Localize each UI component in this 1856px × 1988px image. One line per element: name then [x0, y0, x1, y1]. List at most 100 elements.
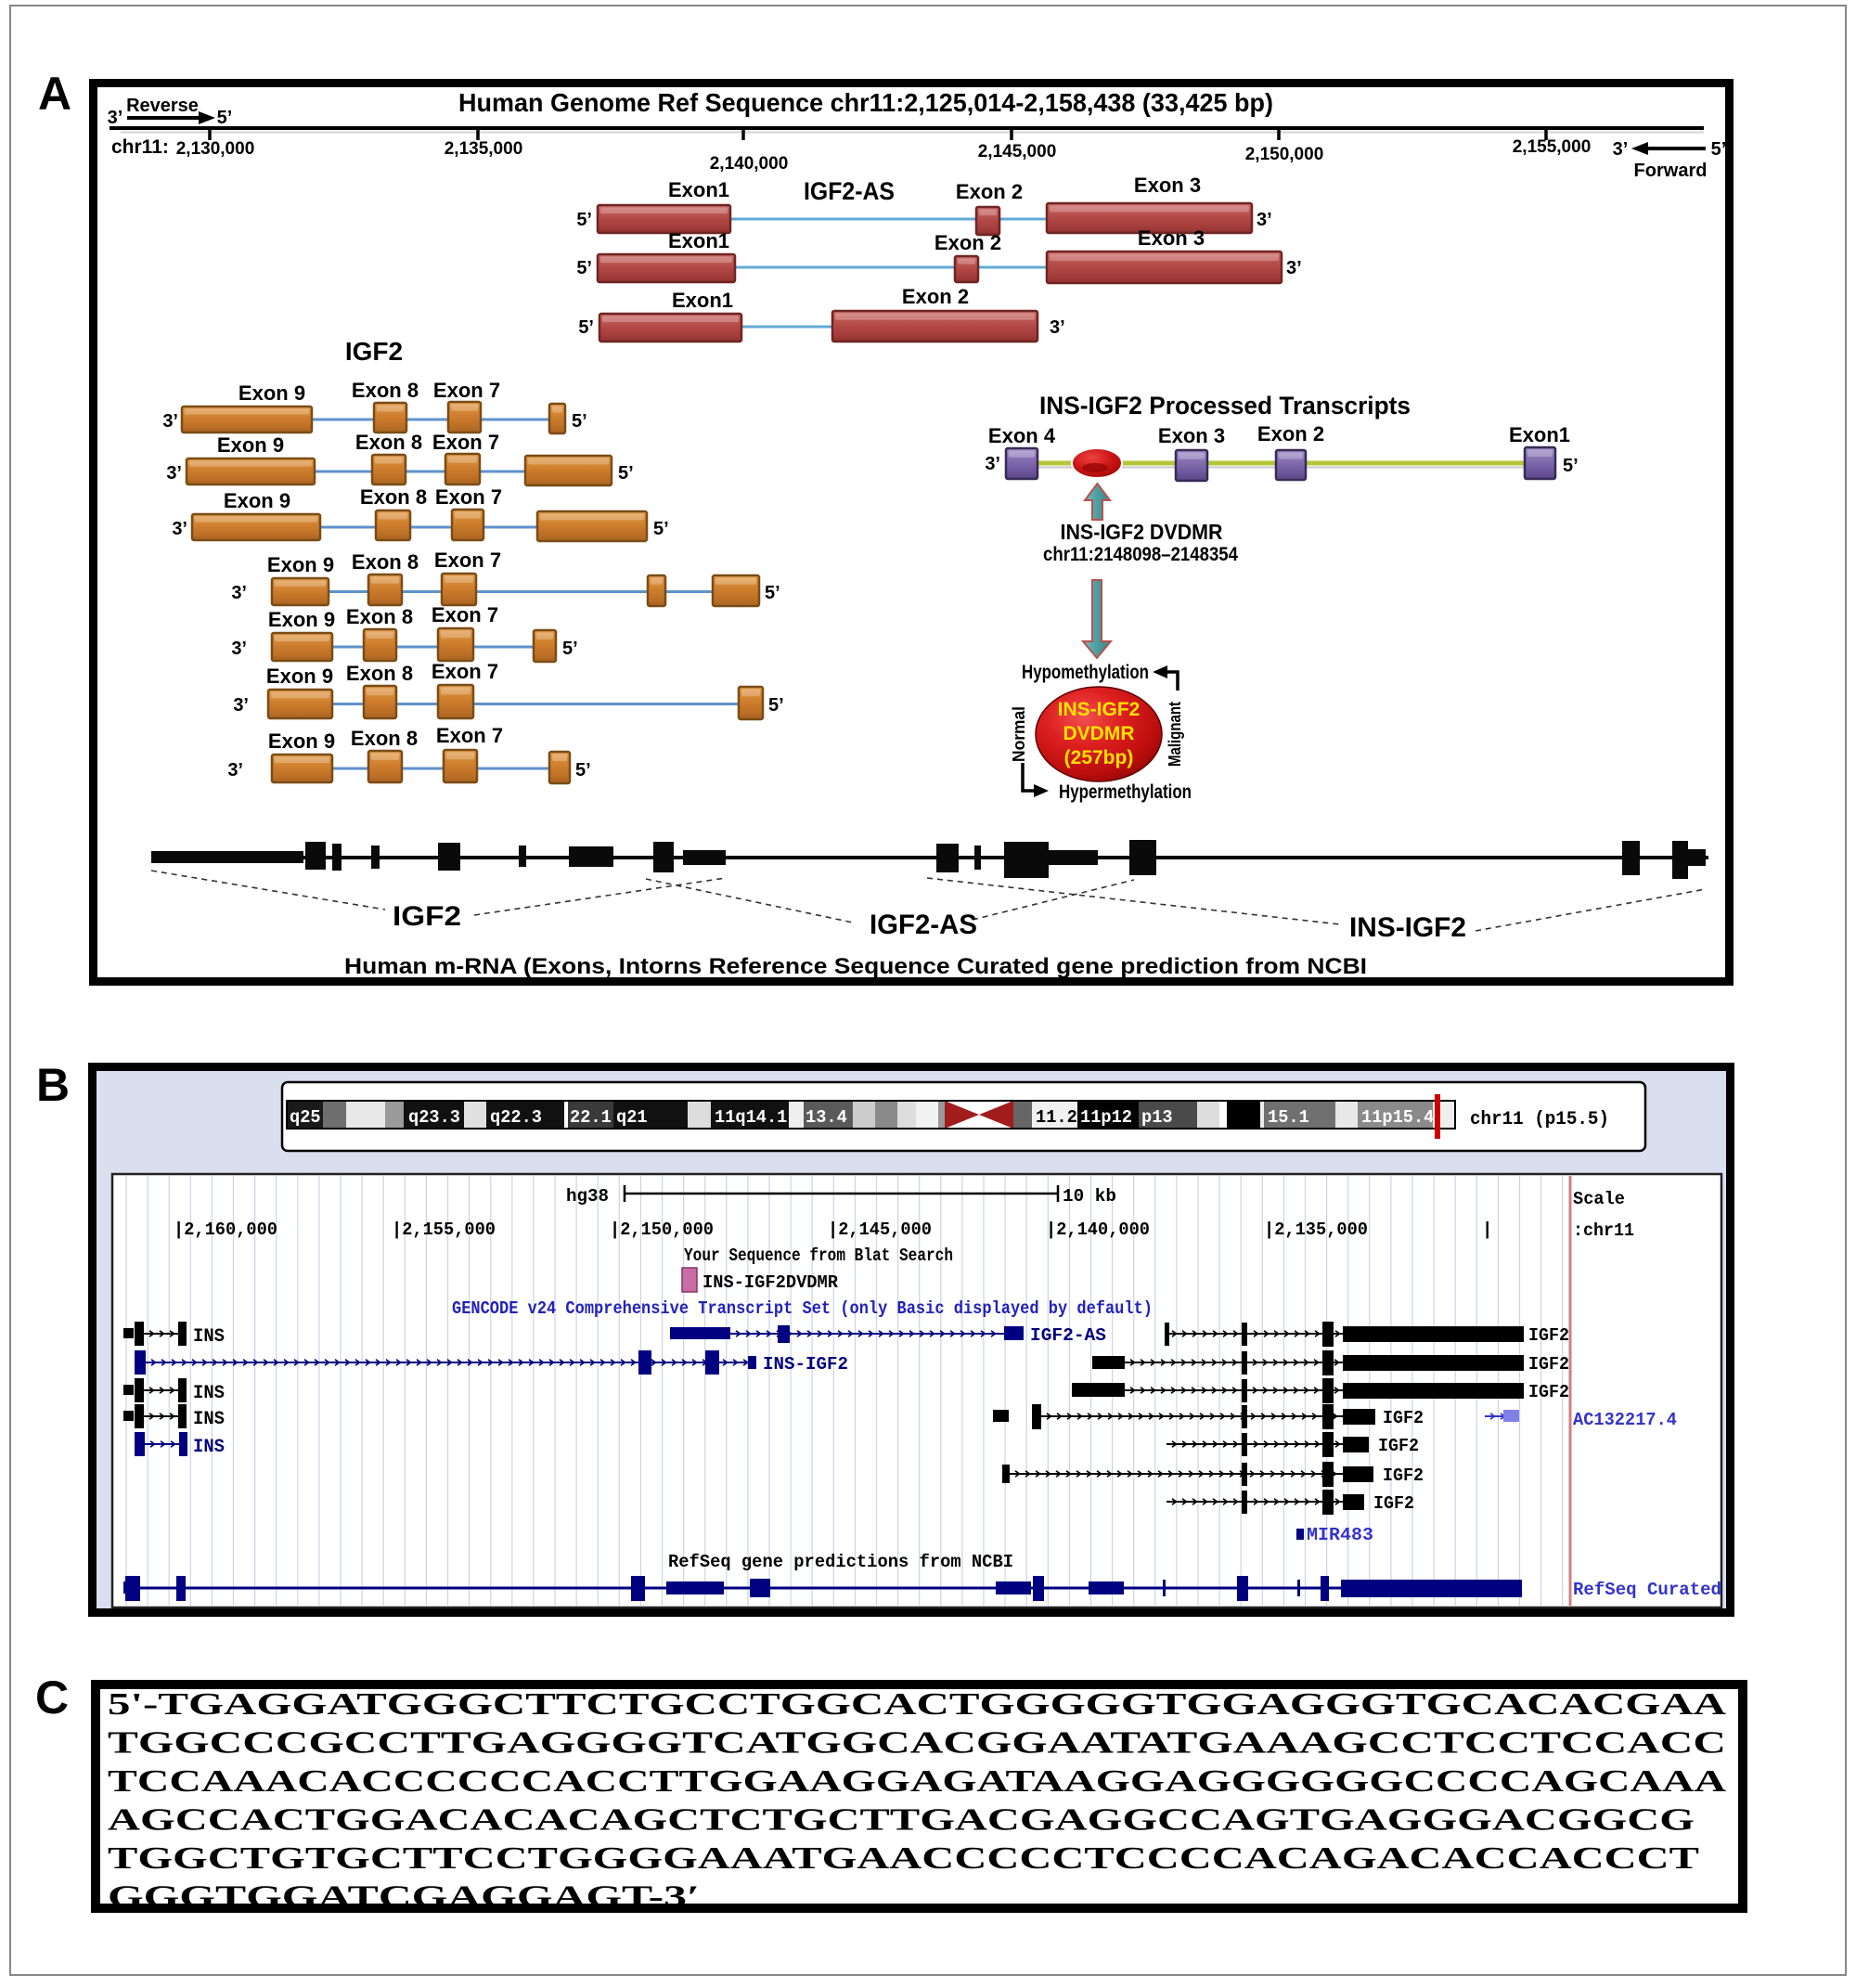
svg-text:|2,155,000: |2,155,000	[392, 1220, 496, 1240]
svg-text:2,135,000: 2,135,000	[445, 139, 523, 159]
svg-text:5’: 5’	[1563, 456, 1579, 476]
svg-text:3’: 3’	[233, 695, 249, 716]
svg-text:|2,150,000: |2,150,000	[610, 1220, 714, 1240]
svg-text:Exon 8: Exon 8	[351, 727, 418, 750]
svg-text:IGF2: IGF2	[1528, 1354, 1569, 1375]
svg-text:GENCODE v24 Comprehensive Tran: GENCODE v24 Comprehensive Transcript Set…	[452, 1298, 1153, 1319]
svg-text:Exon 9: Exon 9	[217, 433, 284, 457]
svg-text:Exon 2: Exon 2	[902, 285, 969, 308]
svg-text:5'-TGAGGATGGGCTTCTGCCTGGCACTGG: 5'-TGAGGATGGGCTTCTGCCTGGCACTGGGGGTGGAGGG…	[108, 1687, 1727, 1722]
svg-text:TGGCCCGCCTTGAGGGGTCATGGCACGGAA: TGGCCCGCCTTGAGGGGTCATGGCACGGAATATGAAAGCC…	[108, 1726, 1726, 1761]
svg-text:5’: 5’	[765, 583, 780, 603]
svg-text:Exon1: Exon1	[668, 178, 729, 201]
svg-text:Reverse: Reverse	[126, 96, 199, 116]
svg-text:MIR483: MIR483	[1307, 1525, 1373, 1545]
svg-text:Exon 7: Exon 7	[432, 660, 498, 683]
svg-text:Your Sequence from Blat Search: Your Sequence from Blat Search	[684, 1246, 953, 1266]
svg-text:IGF2: IGF2	[1373, 1493, 1414, 1514]
svg-text:q22.3: q22.3	[490, 1107, 542, 1128]
svg-text:22.1: 22.1	[570, 1107, 612, 1128]
svg-text:Exon 9: Exon 9	[268, 608, 335, 631]
svg-text:GGGTGGATCGAGGAGT-3′: GGGTGGATCGAGGAGT-3′	[108, 1880, 700, 1915]
svg-text:INS-IGF2 Processed Transcripts: INS-IGF2 Processed Transcripts	[1039, 392, 1411, 420]
svg-text:|2,160,000: |2,160,000	[174, 1220, 277, 1240]
svg-text:5’: 5’	[653, 519, 669, 539]
svg-text:5’: 5’	[562, 639, 578, 659]
svg-text:chr11 (p15.5): chr11 (p15.5)	[1470, 1109, 1609, 1130]
svg-text:INS: INS	[193, 1326, 225, 1348]
svg-text:q21: q21	[616, 1107, 648, 1128]
svg-text:Exon1: Exon1	[672, 289, 733, 312]
svg-text:AGCCACTGGACACACAGCTCTGCTTGACGA: AGCCACTGGACACACAGCTCTGCTTGACGAGGCCAGTGAG…	[108, 1803, 1695, 1838]
svg-text:hg38: hg38	[566, 1186, 609, 1207]
svg-text:3’: 3’	[227, 760, 243, 781]
svg-text:Exon 8: Exon 8	[352, 550, 419, 574]
svg-text:5’: 5’	[576, 210, 592, 230]
svg-text:Normal: Normal	[1010, 706, 1028, 762]
svg-text:2,130,000: 2,130,000	[176, 139, 255, 159]
svg-text:Exon 2: Exon 2	[1257, 422, 1324, 445]
svg-text:3’: 3’	[1257, 210, 1272, 230]
svg-text:15.1: 15.1	[1268, 1107, 1309, 1128]
svg-text:(257bp): (257bp)	[1064, 747, 1134, 768]
svg-text:q25: q25	[290, 1107, 321, 1128]
svg-text:Human m-RNA (Exons, Intorns Re: Human m-RNA (Exons, Intorns Reference Se…	[344, 954, 1367, 979]
svg-text:5’: 5’	[217, 108, 233, 128]
svg-text:Exon1: Exon1	[1509, 423, 1570, 446]
svg-text:3’: 3’	[108, 108, 123, 128]
svg-text:Exon 9: Exon 9	[267, 553, 334, 576]
svg-text:IGF2: IGF2	[1383, 1465, 1424, 1486]
svg-text:IGF2: IGF2	[345, 337, 403, 366]
svg-text:10 kb: 10 kb	[1063, 1186, 1116, 1207]
svg-text:C: C	[35, 1672, 69, 1723]
svg-text:Exon 7: Exon 7	[434, 549, 501, 572]
svg-text:|2,140,000: |2,140,000	[1046, 1220, 1150, 1240]
svg-text:Exon 7: Exon 7	[436, 724, 503, 747]
svg-text:3’: 3’	[1286, 258, 1302, 278]
svg-text:11.2: 11.2	[1036, 1107, 1077, 1128]
svg-text:Exon 9: Exon 9	[238, 381, 305, 405]
svg-text:INS: INS	[193, 1383, 225, 1404]
svg-text:3’: 3’	[985, 454, 1000, 474]
svg-text:5’: 5’	[578, 317, 594, 338]
svg-text:Malignant: Malignant	[1166, 702, 1184, 767]
svg-text:Exon 8: Exon 8	[355, 431, 422, 454]
svg-text:2,150,000: 2,150,000	[1245, 145, 1324, 164]
svg-text:5’: 5’	[575, 760, 591, 781]
svg-text:Exon 2: Exon 2	[934, 231, 1001, 254]
svg-text:13.4: 13.4	[806, 1107, 847, 1128]
svg-text:DVDMR: DVDMR	[1063, 723, 1135, 744]
svg-text:AC132217.4: AC132217.4	[1573, 1410, 1677, 1430]
svg-text:Exon 7: Exon 7	[435, 485, 502, 509]
svg-text:3’: 3’	[162, 411, 178, 432]
svg-text:11q14.1: 11q14.1	[715, 1107, 787, 1128]
svg-text:|2,135,000: |2,135,000	[1264, 1220, 1368, 1240]
svg-text:INS-IGF2 DVDMR: INS-IGF2 DVDMR	[1061, 520, 1223, 544]
svg-text:Exon 3: Exon 3	[1134, 174, 1201, 197]
svg-text:IGF2: IGF2	[1528, 1382, 1569, 1402]
svg-text:TCCAAACACCCCCCACCTTGGAAGGAGATA: TCCAAACACCCCCCACCTTGGAAGGAGATAAGGAGGGGGG…	[108, 1764, 1727, 1799]
svg-text:IGF2: IGF2	[393, 901, 461, 932]
svg-text:IGF2-AS: IGF2-AS	[870, 910, 977, 940]
svg-text:RefSeq Curated: RefSeq Curated	[1573, 1580, 1721, 1600]
svg-text:RefSeq gene predictions from N: RefSeq gene predictions from NCBI	[668, 1552, 1013, 1572]
svg-text:3’: 3’	[1050, 317, 1065, 338]
svg-text:Exon 9: Exon 9	[224, 489, 290, 512]
svg-text:INS: INS	[193, 1409, 225, 1430]
svg-text::chr11: :chr11	[1573, 1220, 1634, 1241]
svg-text:Exon 9: Exon 9	[268, 729, 335, 753]
svg-text:Exon 8: Exon 8	[346, 605, 413, 628]
svg-text:Scale: Scale	[1573, 1189, 1625, 1209]
svg-text:Exon 8: Exon 8	[352, 379, 419, 402]
svg-text:11p15.4: 11p15.4	[1361, 1107, 1434, 1128]
svg-text:Exon 8: Exon 8	[360, 485, 427, 509]
svg-text:IGF2: IGF2	[1528, 1325, 1569, 1346]
svg-text:3’: 3’	[166, 463, 182, 484]
svg-text:3’: 3’	[231, 639, 247, 659]
svg-text:chr11:: chr11:	[111, 136, 169, 158]
svg-text:TGGCTGTGCTTCCTGGGGAAATGAACCCCC: TGGCTGTGCTTCCTGGGGAAATGAACCCCCTCCCCACAGA…	[108, 1841, 1699, 1876]
svg-text:3’: 3’	[172, 519, 187, 539]
svg-text:|2,145,000: |2,145,000	[828, 1220, 932, 1240]
svg-text:INS-IGF2: INS-IGF2	[1349, 912, 1466, 943]
svg-text:Exon1: Exon1	[668, 229, 729, 252]
